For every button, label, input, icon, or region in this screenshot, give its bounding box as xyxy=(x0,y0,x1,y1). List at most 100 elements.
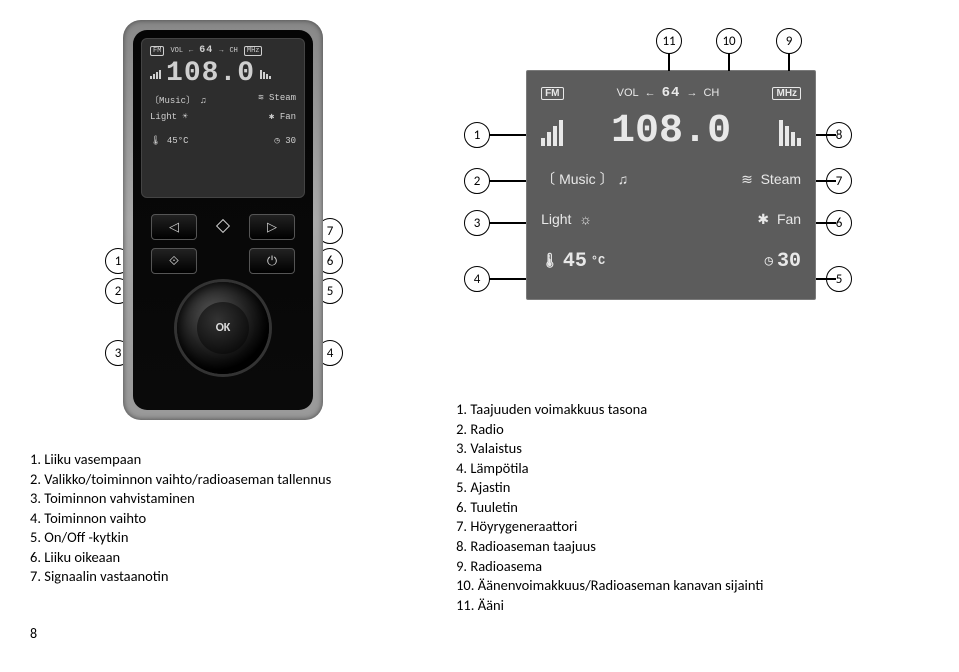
list-item: 7. Signaalin vastaanotin xyxy=(30,567,416,587)
list-item: 4. Lämpötila xyxy=(456,459,929,479)
band-label: FM xyxy=(541,87,563,100)
bulb-icon: ☼ xyxy=(579,211,592,227)
control-row-1: ◁ ▷ xyxy=(141,214,305,240)
display-callout-10: 10 xyxy=(716,28,742,54)
fan-label: Fan xyxy=(280,112,296,122)
band-label: FM xyxy=(150,46,164,56)
display-freq-row: 108.0 xyxy=(541,103,801,159)
callout-lead xyxy=(728,53,730,71)
thermo-icon: 🌡 xyxy=(150,136,161,146)
callout-lead xyxy=(816,222,836,224)
temp-block: 🌡45 °C xyxy=(541,250,605,273)
arrow-icon: → xyxy=(686,87,697,99)
vol-label: VOL xyxy=(617,87,639,99)
display-callout-4: 4 xyxy=(464,266,490,292)
timer-icon: ◷ xyxy=(274,136,279,146)
right-column: 11 10 9 1 2 3 4 8 7 6 5 FM VOL ← 64 → xyxy=(456,20,929,615)
callout-label: 2 xyxy=(115,284,122,299)
signal-bars-right-icon xyxy=(779,116,801,146)
freq-value: 108.0 xyxy=(166,58,255,89)
display-light-row: Light ☼ ✱ Fan xyxy=(541,199,801,239)
arrow-icon: ← xyxy=(189,47,193,55)
ok-label: OK xyxy=(216,321,231,335)
triangle-left-icon: ◁ xyxy=(169,220,179,235)
callout-label: 4 xyxy=(474,272,481,287)
callout-lead xyxy=(816,180,836,182)
menu-button[interactable]: ⟐ xyxy=(151,248,197,274)
callout-label: 5 xyxy=(327,284,334,299)
page-number: 8 xyxy=(30,625,929,642)
list-item: 4. Toiminnon vaihto xyxy=(30,509,416,529)
diamond-icon xyxy=(216,219,230,233)
callout-label: 10 xyxy=(722,34,735,49)
fan-icon: ✱ xyxy=(757,211,769,227)
display-toprow: FM VOL ← 64 → CH MHz xyxy=(541,83,801,103)
vol-value: 64 xyxy=(662,85,681,101)
callout-label: 7 xyxy=(836,174,843,189)
list-item: 5. Ajastin xyxy=(456,478,929,498)
callout-label: 1 xyxy=(115,254,122,269)
remote-screen: FM VOL ← 64 → CH MHz 108.0 xyxy=(141,38,305,198)
callout-label: 2 xyxy=(474,174,481,189)
timer-icon: ◷ xyxy=(765,253,773,270)
list-item: 2. Radio xyxy=(456,420,929,440)
arrow-icon: → xyxy=(219,47,223,55)
remote-screen-toprow: FM VOL ← 64 → CH MHz xyxy=(150,45,296,56)
remote-wrapper: 1 2 3 4 5 6 7 FM VOL ← 64 → CH xyxy=(113,20,333,420)
right-button[interactable]: ▷ xyxy=(249,214,295,240)
callout-label: 1 xyxy=(474,128,481,143)
ok-button[interactable]: OK xyxy=(197,302,249,354)
temp-value: 45 xyxy=(563,250,587,273)
callout-label: 9 xyxy=(786,34,793,49)
timer-value: 30 xyxy=(285,136,296,146)
callout-label: 11 xyxy=(662,34,675,49)
temp-unit: °C xyxy=(591,254,605,268)
callout-label: 5 xyxy=(836,272,843,287)
mhz-label: MHz xyxy=(244,46,263,56)
callout-lead xyxy=(489,278,526,280)
list-item: 1. Taajuuden voimakkuus tasona xyxy=(456,400,929,420)
notes-icon: ♫ xyxy=(618,171,629,187)
left-button[interactable]: ◁ xyxy=(151,214,197,240)
remote-screen-row-light: Light ☀ ✱ Fan xyxy=(150,112,296,122)
freq-value: 108.0 xyxy=(611,109,731,154)
power-button[interactable]: ⏻ xyxy=(249,248,295,274)
callout-label: 6 xyxy=(836,216,843,231)
list-item: 2. Valikko/toiminnon vaihto/radioaseman … xyxy=(30,470,416,490)
callout-label: 3 xyxy=(474,216,481,231)
steam-block: ≋ Steam xyxy=(741,171,801,188)
light-label: Light xyxy=(541,211,571,227)
signal-bars-right-icon xyxy=(259,70,271,79)
display-callout-9: 9 xyxy=(776,28,802,54)
callout-lead xyxy=(489,180,526,182)
arrow-icon: ← xyxy=(645,87,656,99)
ch-label: CH xyxy=(229,47,237,55)
list-item: 7. Höyrygeneraattori xyxy=(456,517,929,537)
steam-label: Steam xyxy=(761,171,801,187)
signal-indicator xyxy=(211,214,235,238)
remote-device: FM VOL ← 64 → CH MHz 108.0 xyxy=(123,20,323,420)
fan-label: Fan xyxy=(777,211,801,227)
triangle-right-icon: ▷ xyxy=(267,220,277,235)
list-item: 1. Liiku vasempaan xyxy=(30,450,416,470)
callout-label: 4 xyxy=(327,346,334,361)
light-label: Light xyxy=(150,112,177,122)
callout-lead xyxy=(489,134,526,136)
display-callout-3: 3 xyxy=(464,210,490,236)
vol-label: VOL xyxy=(170,47,183,55)
thermo-icon: 🌡 xyxy=(541,253,559,270)
list-item: 3. Toiminnon vahvistaminen xyxy=(30,489,416,509)
vol-value: 64 xyxy=(199,45,213,56)
vol-block: VOL ← 64 → CH xyxy=(617,85,720,101)
display-panel: FM VOL ← 64 → CH MHz 108.0 〔Mu xyxy=(526,70,816,300)
display-music-row: 〔Music〕 ♫ ≋ Steam xyxy=(541,159,801,199)
right-legend-list: 1. Taajuuden voimakkuus tasona 2. Radio … xyxy=(456,400,929,615)
list-item: 3. Valaistus xyxy=(456,439,929,459)
display-bottom-row: 🌡45°C ◷30 xyxy=(541,239,801,283)
left-column: 1 2 3 4 5 6 7 FM VOL ← 64 → CH xyxy=(30,20,416,615)
callout-lead xyxy=(668,53,670,71)
list-item: 11. Ääni xyxy=(456,596,929,616)
steam-icon: ≋ xyxy=(258,93,263,103)
steam-label: Steam xyxy=(269,93,296,103)
ok-dial[interactable]: OK xyxy=(177,282,269,374)
